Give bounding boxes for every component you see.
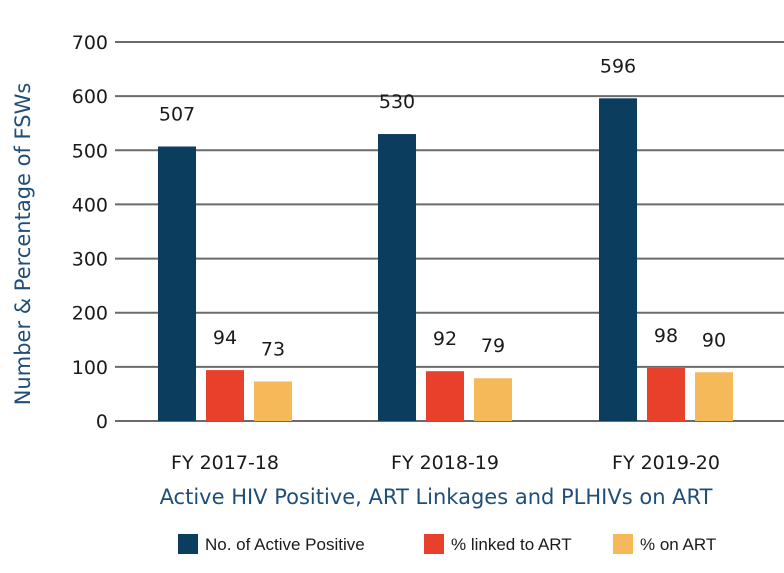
legend-swatch [424,534,444,554]
data-label: 98 [654,325,678,347]
y-tick-label: 400 [72,194,108,216]
bar [599,98,637,422]
bars [158,98,733,422]
y-tick-label: 500 [72,140,108,162]
x-category-label: FY 2018-19 [391,452,499,474]
y-tick-label: 0 [96,411,108,433]
x-axis-title: Active HIV Positive, ART Linkages and PL… [160,485,713,509]
gridlines [115,41,784,422]
data-labels: 507 94 73 530 92 79 596 98 90 [159,55,726,360]
bar [647,367,685,421]
bar [158,146,196,421]
legend-label: No. of Active Positive [205,535,365,554]
bar [426,371,464,421]
data-label: 79 [481,335,505,357]
y-tick-label: 300 [72,249,108,271]
legend-swatch [613,534,633,554]
y-axis-ticks: 0 100 200 300 400 500 600 700 [72,32,108,433]
data-label: 92 [433,328,457,350]
bar [254,381,292,421]
bar [378,134,416,422]
legend-label: % on ART [640,535,716,554]
y-tick-label: 200 [72,303,108,325]
bar [206,370,244,421]
legend-label: % linked to ART [451,535,572,554]
y-axis-title: Number & Percentage of FSWs [11,83,35,406]
legend: No. of Active Positive % linked to ART % o… [178,534,716,554]
data-label: 530 [379,91,415,113]
data-label: 90 [702,329,726,351]
data-label: 94 [213,327,237,349]
bar [695,372,733,421]
data-label: 507 [159,103,195,125]
bar [474,378,512,421]
x-category-label: FY 2019-20 [612,452,720,474]
y-tick-label: 700 [72,32,108,54]
data-label: 596 [600,55,636,77]
x-axis-categories: FY 2017-18 FY 2018-19 FY 2019-20 [171,452,720,474]
x-category-label: FY 2017-18 [171,452,279,474]
y-tick-label: 100 [72,357,108,379]
y-tick-label: 600 [72,86,108,108]
data-label: 73 [261,338,285,360]
legend-swatch [178,534,198,554]
